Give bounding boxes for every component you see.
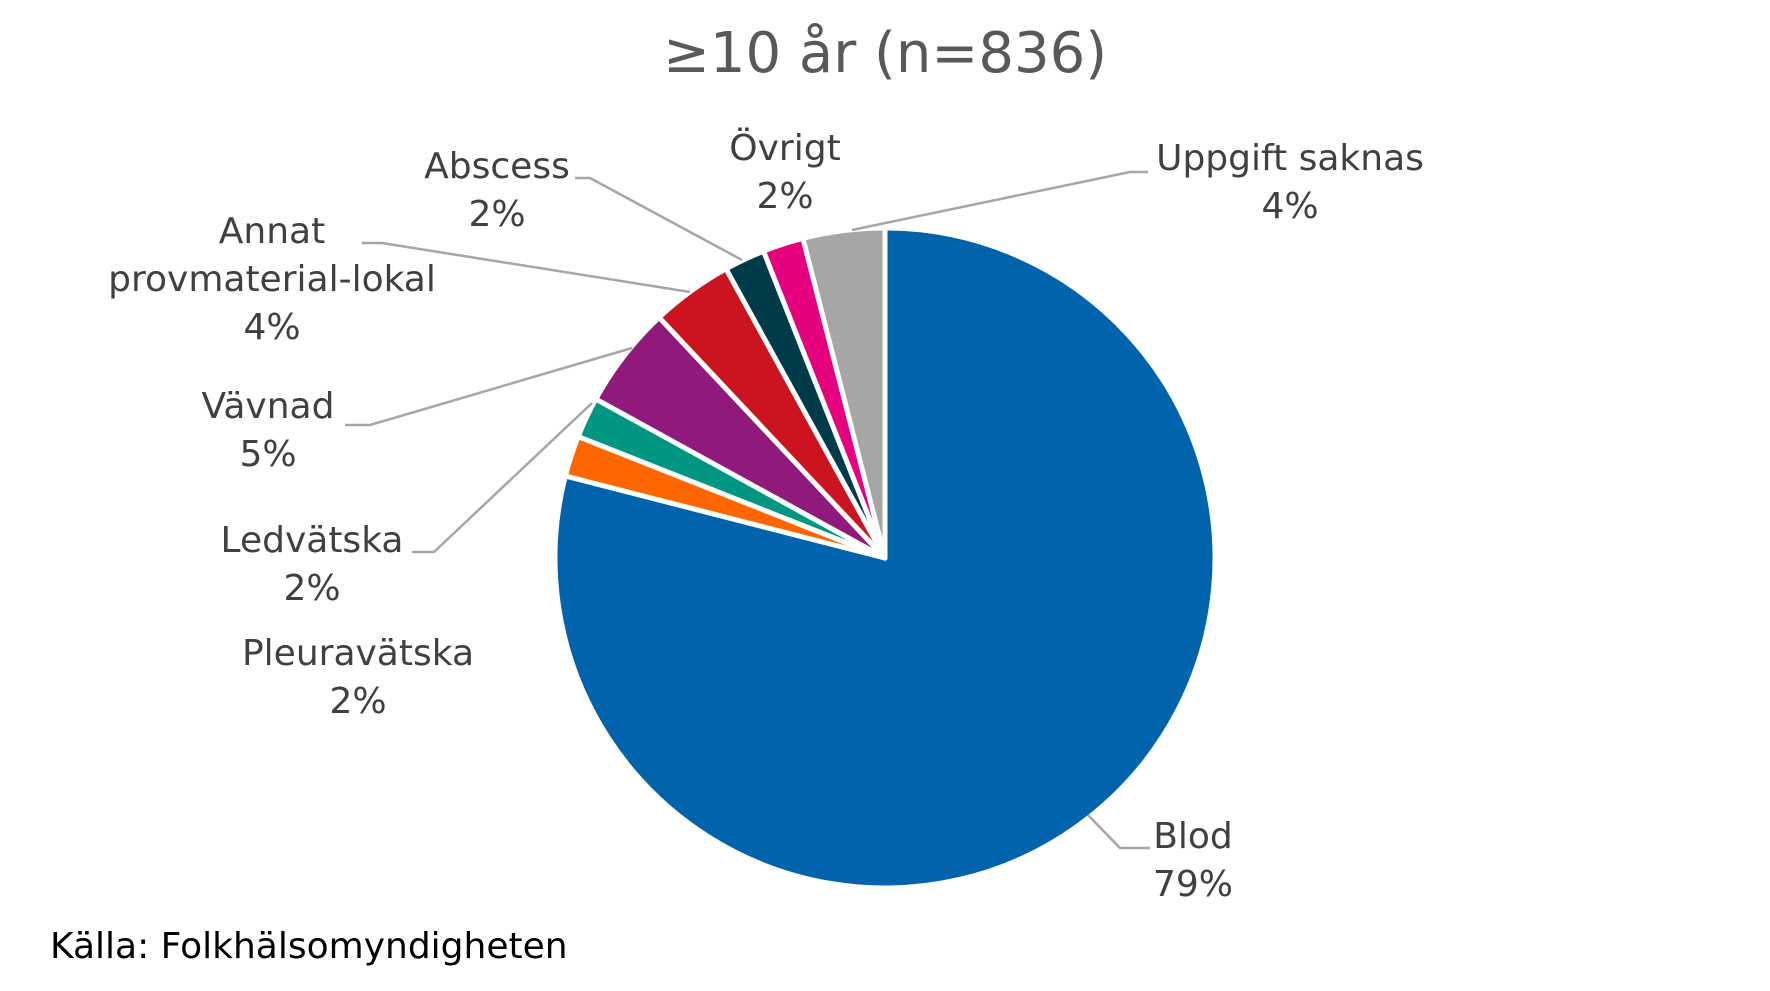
category-label-ledvatska: Ledvätska: [221, 520, 404, 561]
value-label-ledvatska: 2%: [283, 568, 340, 609]
source-note: Källa: Folkhälsomyndigheten: [50, 926, 568, 967]
category-label-vavnad: Vävnad: [202, 386, 335, 427]
category-label-blod: Blod: [1153, 816, 1233, 857]
category-label-uppgift-saknas: Uppgift saknas: [1156, 138, 1424, 179]
category-label-pleuravatska: Pleuravätska: [242, 633, 474, 674]
leader-uppgift-saknas: [851, 170, 1148, 232]
leader-ledvatska: [412, 402, 593, 554]
category-label-annat-provmaterial: provmaterial-lokal: [108, 259, 436, 300]
chart-title: ≥10 år (n=836): [663, 21, 1107, 86]
value-label-blod: 79%: [1153, 864, 1233, 905]
value-label-annat-provmaterial: 4%: [243, 307, 300, 348]
value-label-uppgift-saknas: 4%: [1261, 186, 1318, 227]
slice-uppgift-saknas: [800, 225, 888, 561]
pie-slices: [552, 225, 1218, 891]
category-label-annat-provmaterial: Annat: [219, 211, 325, 252]
leader-blod: [1087, 814, 1150, 850]
value-label-abscess: 2%: [468, 194, 525, 235]
leader-abscess: [575, 176, 743, 262]
leader-annat-provmaterial: [362, 241, 691, 294]
slice-labels: Blod 79% Pleuravätska 2% Ledvätska 2% Vävnad 5%…: [108, 127, 1424, 905]
leader-vavnad: [345, 346, 633, 427]
value-label-pleuravatska: 2%: [329, 681, 386, 722]
category-label-abscess: Abscess: [424, 146, 570, 187]
value-label-vavnad: 5%: [239, 434, 296, 475]
leader-lines: [345, 170, 1150, 850]
value-label-ovrigt: 2%: [756, 176, 813, 217]
category-label-ovrigt: Övrigt: [729, 127, 840, 169]
